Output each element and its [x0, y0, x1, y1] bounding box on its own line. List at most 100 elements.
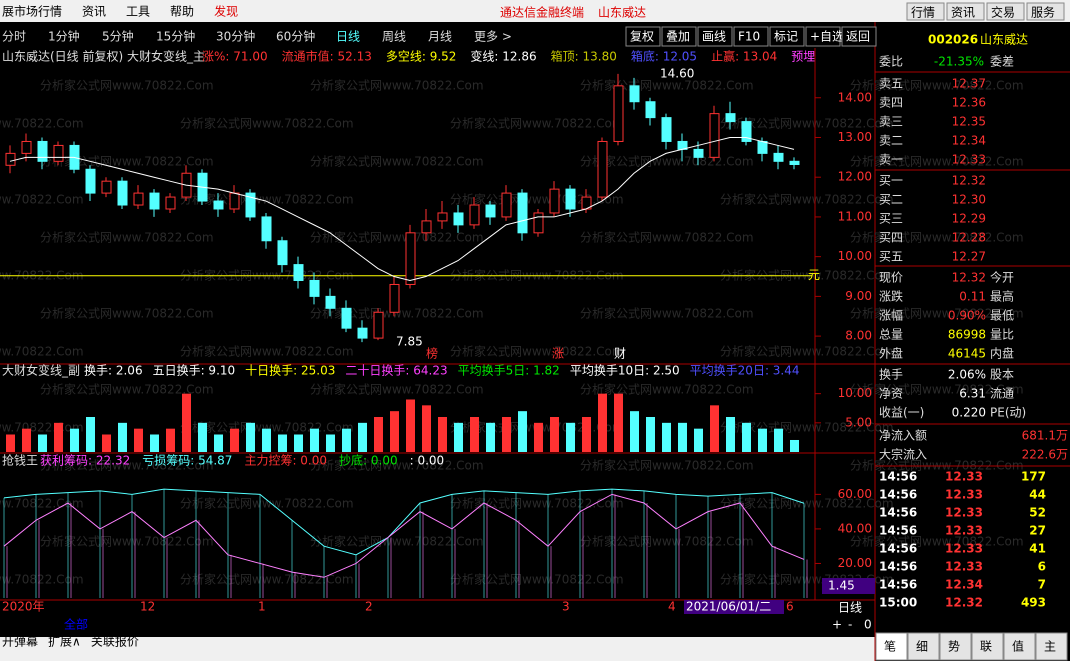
status-item[interactable]: 开弹幕	[2, 635, 38, 649]
signal-marker: 涨	[552, 346, 564, 361]
zoom-button[interactable]: 0	[864, 618, 872, 632]
vol-info: 二十日换手: 64.23	[345, 364, 447, 378]
quote-tab[interactable]	[971, 632, 1004, 661]
watermark: 分析家公式网www.70822.Com	[40, 382, 214, 397]
volume-bar	[198, 422, 207, 452]
buy-label: 买四	[879, 231, 903, 245]
period-tab[interactable]: 日线	[336, 30, 360, 44]
volume-bar	[182, 393, 191, 452]
trade-price: 12.33	[945, 524, 983, 538]
volume-bar	[134, 428, 143, 452]
trade-volume: 41	[1029, 542, 1046, 556]
status-item[interactable]: 关联报价	[91, 634, 139, 649]
top-button[interactable]	[906, 2, 945, 21]
indicator-tab[interactable]: RSI	[475, 618, 497, 632]
indicator-tab[interactable]: VOL-TDX	[418, 618, 469, 632]
period-tab[interactable]: 1分钟	[48, 29, 80, 44]
period-tab[interactable]: 周线	[382, 30, 406, 44]
watermark: 分析家公式网www.70822.Com	[850, 230, 1024, 245]
menu-item[interactable]: 展市场行情	[2, 4, 62, 19]
indicator-tab[interactable]: BRAR	[253, 618, 283, 632]
period-tab[interactable]: 更多 >	[474, 30, 512, 44]
indicator-tab[interactable]: PSY	[705, 618, 727, 632]
status-item[interactable]: 扩展∧	[48, 635, 81, 649]
candle-body	[85, 168, 96, 194]
indicator-tab[interactable]: MTM	[640, 618, 662, 632]
quote-tab-label: 联	[980, 640, 992, 654]
indicator-line	[3, 488, 805, 556]
quote-tab[interactable]	[1035, 632, 1068, 661]
candle-body	[293, 264, 304, 281]
quote-tab[interactable]	[907, 632, 940, 661]
indicator-tab[interactable]: KDJ	[554, 618, 576, 632]
menu-item[interactable]: 资讯	[82, 5, 106, 19]
period-tab[interactable]: 5分钟	[102, 29, 134, 44]
quote-tab[interactable]	[875, 632, 908, 661]
watermark: 分析家公式网www.70822.Com	[850, 78, 1024, 93]
indicator-tab[interactable]: FSL	[188, 618, 210, 632]
indicator-tab[interactable]: MACD	[95, 618, 124, 632]
indicator-tab[interactable]: OBV	[332, 618, 354, 632]
tool-button[interactable]	[769, 26, 805, 47]
period-tab[interactable]: 60分钟	[276, 29, 315, 44]
volume-bar	[54, 422, 63, 452]
indicator-tab[interactable]: DMI	[131, 618, 153, 632]
sell-price: 12.35	[952, 115, 986, 129]
top-button-label: 服务	[1031, 5, 1055, 20]
candle-body	[693, 148, 704, 158]
watermark: 分析家公式网www.70822.Com	[310, 154, 484, 169]
tool-button[interactable]	[733, 26, 769, 47]
candle-body	[213, 200, 224, 210]
tool-button[interactable]	[697, 26, 733, 47]
tool-button[interactable]	[841, 26, 877, 47]
indicator-tab[interactable]: DMA	[160, 618, 182, 632]
volume-bar	[454, 422, 463, 452]
quote-tab[interactable]	[1003, 632, 1036, 661]
period-tab[interactable]: 30分钟	[216, 29, 255, 44]
stat-label: 今开	[990, 270, 1014, 285]
info-item: 箱顶: 13.80	[551, 49, 617, 64]
volume-bar	[150, 434, 159, 452]
indicator-tab[interactable]: TRIX	[217, 618, 247, 632]
period-tab[interactable]: 15分钟	[156, 29, 195, 44]
tool-button[interactable]	[661, 26, 697, 47]
buy-price: 12.27	[952, 250, 986, 264]
top-button[interactable]	[1026, 2, 1065, 21]
indicator-tab[interactable]: 指标	[2, 617, 26, 632]
info-item: 流通市值: 52.13	[282, 49, 372, 64]
indicator-tab[interactable]: BOLL	[669, 618, 698, 632]
period-tab[interactable]: 分时	[2, 30, 26, 44]
buy-price: 12.30	[952, 193, 986, 207]
candle-body	[565, 188, 576, 210]
period-tab[interactable]: 月线	[428, 30, 452, 44]
top-button[interactable]	[946, 2, 985, 21]
indicator-tab[interactable]: SAR	[526, 618, 548, 632]
tool-button[interactable]	[625, 26, 661, 47]
indicator-tab[interactable]: CCI	[583, 618, 605, 632]
indicator-tab[interactable]: WR	[504, 618, 519, 632]
indicator-tab[interactable]: MCST	[734, 618, 763, 632]
candle-body	[549, 188, 560, 214]
indicator-tab[interactable]: 模板	[33, 618, 57, 632]
volume-bar	[70, 428, 79, 452]
menu-item[interactable]: 帮助	[170, 5, 194, 19]
tool-button[interactable]	[805, 26, 841, 47]
zoom-button[interactable]: +	[832, 618, 842, 632]
vol-info: 十日换手: 25.03	[245, 364, 335, 378]
top-button[interactable]	[986, 2, 1025, 21]
volume-bar	[390, 411, 399, 452]
period-button[interactable]: 日线	[838, 601, 862, 615]
indicator-tab[interactable]: VR	[310, 618, 325, 632]
zoom-button[interactable]: -	[848, 618, 852, 632]
quote-tab[interactable]	[939, 632, 972, 661]
indicator-tab[interactable]: ASI	[360, 618, 382, 632]
indicator-tab[interactable]: CR	[289, 618, 304, 632]
menu-item[interactable]: 发现	[214, 4, 238, 19]
indicator-tab[interactable]: 全部	[64, 617, 88, 632]
indicator-tab[interactable]: ROC	[612, 618, 634, 632]
indicator-tab[interactable]: EMV	[389, 618, 411, 632]
watermark: 分析家公式网www.70822.Com	[0, 572, 84, 587]
candle-body	[485, 204, 496, 218]
sell-label: 卖一	[879, 153, 903, 167]
menu-item[interactable]: 工具	[126, 5, 150, 19]
